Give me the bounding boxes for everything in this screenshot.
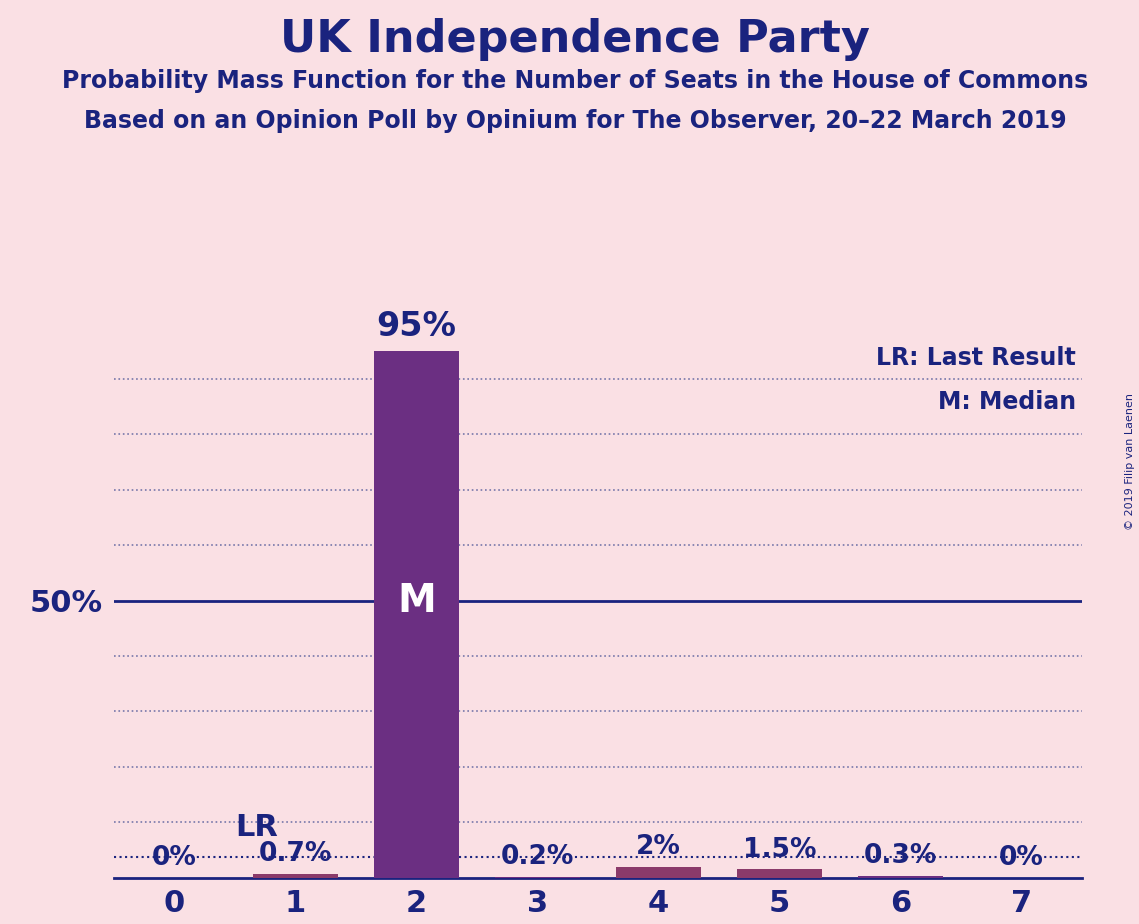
Text: 1.5%: 1.5% — [743, 837, 817, 863]
Text: LR: Last Result: LR: Last Result — [876, 346, 1076, 370]
Text: Based on an Opinion Poll by Opinium for The Observer, 20–22 March 2019: Based on an Opinion Poll by Opinium for … — [84, 109, 1066, 133]
Bar — [253, 874, 338, 878]
Bar — [495, 877, 580, 878]
Text: © 2019 Filip van Laenen: © 2019 Filip van Laenen — [1125, 394, 1134, 530]
Text: M: Median: M: Median — [937, 390, 1076, 414]
Bar — [374, 351, 459, 878]
Text: 0.3%: 0.3% — [863, 844, 937, 869]
Text: LR: LR — [235, 813, 278, 842]
Bar — [616, 867, 700, 878]
Text: M: M — [398, 581, 436, 620]
Text: Probability Mass Function for the Number of Seats in the House of Commons: Probability Mass Function for the Number… — [62, 69, 1089, 93]
Text: 0.7%: 0.7% — [259, 841, 333, 868]
Text: 0.2%: 0.2% — [501, 844, 574, 870]
Bar — [737, 869, 822, 878]
Text: 0%: 0% — [999, 845, 1044, 871]
Text: UK Independence Party: UK Independence Party — [280, 18, 870, 62]
Text: 95%: 95% — [377, 310, 457, 343]
Bar — [858, 876, 943, 878]
Text: 2%: 2% — [636, 834, 681, 860]
Text: 0%: 0% — [151, 845, 197, 871]
